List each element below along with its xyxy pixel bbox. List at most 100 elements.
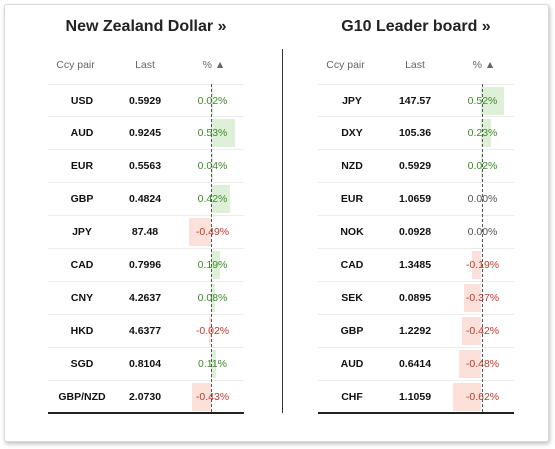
last-price-cell: 105.36 (398, 127, 432, 139)
pct-change-value: 0.19% (197, 259, 228, 271)
pct-change-header[interactable]: % ▲ (472, 59, 496, 71)
pct-change-cell: 0.02% (181, 85, 244, 117)
ccy-pair-cell[interactable]: SEK (341, 292, 363, 304)
zero-line (211, 84, 212, 412)
last-header[interactable]: Last (135, 59, 155, 71)
ccy-pair-cell[interactable]: CAD (70, 259, 94, 271)
pct-change-value: 0.04% (197, 160, 228, 172)
ccy-pair-cell[interactable]: EUR (70, 160, 94, 172)
ccy-pair-cell[interactable]: GBP (70, 193, 94, 205)
ccy-pair-cell[interactable]: CAD (340, 259, 364, 271)
ccy-pair-cell[interactable]: SGD (70, 358, 94, 370)
table-bottom-rule (48, 412, 244, 414)
negative-change-bar (188, 218, 211, 246)
negative-change-bar (191, 383, 211, 411)
table-row[interactable]: CHF 1.1059 -0.62% (318, 381, 514, 414)
pct-change-cell: -0.43% (181, 381, 244, 413)
positive-change-bar (211, 185, 230, 213)
last-price-cell: 0.5929 (398, 160, 432, 172)
last-price-cell: 147.57 (398, 95, 432, 107)
pct-change-value: -0.49% (195, 226, 230, 238)
ccy-pair-cell[interactable]: AUD (340, 358, 364, 370)
table-row[interactable]: AUD 0.6414 -0.48% (318, 348, 514, 381)
table-row[interactable]: NZD 0.5929 0.02% (318, 150, 514, 183)
negative-change-bar (459, 350, 481, 378)
table-row[interactable]: GBP 1.2292 -0.42% (318, 315, 514, 348)
nzd-rows: USD 0.5929 0.02% AUD 0.9245 0.53% EUR 0.5563 0.0… (48, 84, 244, 414)
last-header[interactable]: Last (405, 59, 425, 71)
ccy-pair-cell[interactable]: DXY (341, 127, 363, 139)
table-row[interactable]: SEK 0.0895 -0.37% (318, 282, 514, 315)
pct-change-cell: 0.08% (181, 282, 244, 314)
negative-change-bar (464, 284, 481, 312)
table-header: Ccy pair Last % ▲ (318, 59, 514, 79)
pct-change-cell: -0.02% (181, 315, 244, 347)
table-row[interactable]: CNY 4.2637 0.08% (48, 282, 244, 315)
pct-change-value: 0.53% (197, 127, 228, 139)
last-price-cell: 0.5563 (128, 160, 162, 172)
table-row[interactable]: CAD 1.3485 -0.19% (318, 249, 514, 282)
zero-line (482, 84, 483, 412)
last-price-cell: 0.0928 (398, 226, 432, 238)
nzd-panel-title-link[interactable]: New Zealand Dollar » (65, 18, 227, 35)
pct-change-header[interactable]: % ▲ (202, 59, 226, 71)
positive-change-bar (211, 152, 213, 180)
table-row[interactable]: DXY 105.36 0.23% (318, 117, 514, 150)
last-price-cell: 1.1059 (398, 391, 432, 403)
table-row[interactable]: CAD 0.7996 0.19% (48, 249, 244, 282)
table-row[interactable]: GBP/NZD 2.0730 -0.43% (48, 381, 244, 414)
negative-change-bar (472, 251, 481, 279)
table-row[interactable]: GBP 0.4824 0.42% (48, 183, 244, 216)
g10-rows: JPY 147.57 0.52% DXY 105.36 0.23% NZD 0.5929 0.0… (318, 84, 514, 414)
last-price-cell: 0.0895 (398, 292, 432, 304)
last-price-cell: 0.4824 (128, 193, 162, 205)
table-row[interactable]: JPY 147.57 0.52% (318, 84, 514, 117)
table-row[interactable]: SGD 0.8104 0.11% (48, 348, 244, 381)
g10-panel-title-link[interactable]: G10 Leader board » (341, 18, 491, 35)
pct-change-cell: -0.49% (181, 216, 244, 248)
pct-change-cell: 0.53% (181, 117, 244, 149)
table-row[interactable]: USD 0.5929 0.02% (48, 84, 244, 117)
panel-divider (282, 49, 283, 413)
positive-change-bar (211, 284, 215, 312)
pct-change-cell: 0.11% (181, 348, 244, 380)
table-row[interactable]: AUD 0.9245 0.53% (48, 117, 244, 150)
ccy-pair-header[interactable]: Ccy pair (56, 59, 95, 71)
widget-frame: New Zealand Dollar » Ccy pair Last % ▲ U… (4, 4, 549, 442)
ccy-pair-cell[interactable]: JPY (342, 95, 362, 107)
ccy-pair-cell[interactable]: HKD (70, 325, 94, 337)
ccy-pair-cell[interactable]: GBP (340, 325, 364, 337)
ccy-pair-cell[interactable]: CHF (341, 391, 363, 403)
last-price-cell: 1.3485 (398, 259, 432, 271)
last-price-cell: 4.6377 (128, 325, 162, 337)
ccy-pair-cell[interactable]: NZD (341, 160, 363, 172)
ccy-pair-cell[interactable]: USD (70, 95, 94, 107)
table-row[interactable]: JPY 87.48 -0.49% (48, 216, 244, 249)
last-price-cell: 0.5929 (128, 95, 162, 107)
pct-change-value: 0.42% (197, 193, 228, 205)
ccy-pair-header[interactable]: Ccy pair (326, 59, 365, 71)
pct-change-value: 0.02% (197, 95, 228, 107)
pct-change-value: -0.43% (195, 391, 230, 403)
table-row[interactable]: EUR 1.0659 0.00% (318, 183, 514, 216)
negative-change-bar (209, 317, 211, 345)
last-price-cell: 1.2292 (398, 325, 432, 337)
last-price-cell: 4.2637 (128, 292, 162, 304)
negative-change-bar (462, 317, 481, 345)
pct-change-cell: 0.04% (181, 150, 244, 182)
ccy-pair-cell[interactable]: EUR (340, 193, 364, 205)
ccy-pair-cell[interactable]: NOK (340, 226, 364, 238)
ccy-pair-cell[interactable]: GBP/NZD (58, 391, 106, 403)
pct-change-value: 0.11% (198, 358, 227, 370)
last-price-cell: 0.9245 (128, 127, 162, 139)
pct-change-cell: 0.19% (181, 249, 244, 281)
table-header: Ccy pair Last % ▲ (48, 59, 244, 79)
table-row[interactable]: HKD 4.6377 -0.02% (48, 315, 244, 348)
ccy-pair-cell[interactable]: AUD (70, 127, 94, 139)
positive-change-bar (211, 251, 220, 279)
positive-change-bar (481, 119, 492, 147)
table-row[interactable]: NOK 0.0928 0.00% (318, 216, 514, 249)
table-row[interactable]: EUR 0.5563 0.04% (48, 150, 244, 183)
ccy-pair-cell[interactable]: CNY (70, 292, 94, 304)
ccy-pair-cell[interactable]: JPY (72, 226, 92, 238)
